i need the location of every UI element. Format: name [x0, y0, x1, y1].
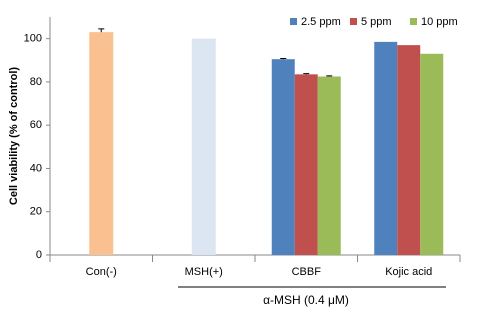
error-bar [326, 75, 333, 77]
group-label: α-MSH (0.4 μM) [263, 293, 349, 307]
y-tick-label: 60 [30, 119, 42, 131]
legend-label: 10 ppm [421, 16, 458, 28]
x-tick-label: MSH(+) [185, 266, 223, 278]
bar [89, 32, 114, 256]
error-bar [98, 28, 105, 33]
y-tick-label: 40 [30, 162, 42, 174]
x-tick-label: Kojic acid [385, 266, 432, 278]
bar [271, 59, 295, 255]
legend-label: 5 ppm [361, 16, 392, 28]
bar [294, 74, 318, 255]
error-bar [303, 73, 310, 75]
legend-swatch [290, 18, 297, 25]
bar [191, 38, 216, 255]
legend-label: 2.5 ppm [301, 16, 341, 28]
y-tick-label: 0 [36, 249, 42, 261]
y-tick-label: 20 [30, 206, 42, 218]
bar [397, 45, 421, 255]
legend-swatch [410, 18, 417, 25]
bar [317, 76, 341, 255]
bar [374, 41, 398, 255]
y-tick-label: 80 [30, 76, 42, 88]
error-bar [280, 58, 287, 60]
y-axis-label: Cell viability (% of control) [8, 67, 20, 205]
bar [420, 53, 444, 256]
x-tick-label: Con(-) [86, 266, 117, 278]
legend-swatch [350, 18, 357, 25]
y-tick-label: 100 [24, 33, 42, 45]
x-tick-label: CBBF [292, 266, 322, 278]
